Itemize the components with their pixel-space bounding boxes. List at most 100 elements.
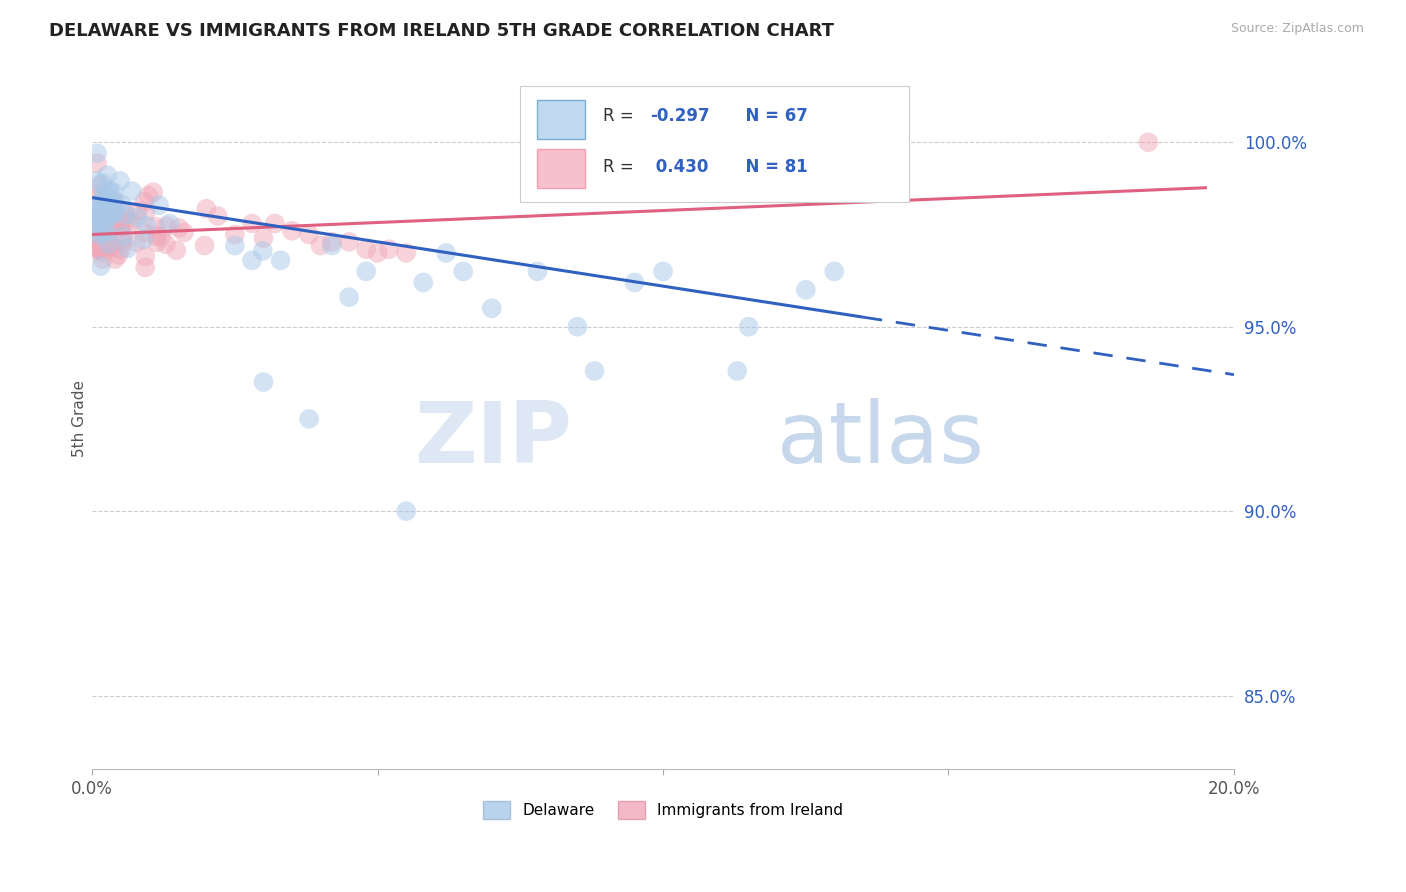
Point: [96, 227, 118, 241]
Point: [120, 214, 142, 228]
Point: [114, 206, 136, 220]
Point: [136, 188, 159, 202]
Point: [583, 364, 606, 378]
Text: N = 67: N = 67: [734, 107, 807, 125]
Point: [395, 504, 418, 518]
Point: [367, 246, 389, 260]
Point: [737, 319, 759, 334]
Point: [252, 231, 274, 245]
Point: [112, 228, 135, 243]
Point: [121, 184, 143, 198]
Point: [100, 197, 122, 211]
Point: [100, 240, 122, 254]
Text: 0.430: 0.430: [651, 158, 709, 177]
Point: [127, 211, 149, 225]
Point: [90, 190, 112, 204]
Point: [354, 242, 377, 256]
Point: [252, 375, 274, 389]
Point: [193, 238, 215, 252]
Point: [86, 201, 108, 215]
Point: [84, 227, 107, 241]
Point: [134, 260, 156, 275]
Point: [97, 187, 120, 202]
Point: [378, 242, 401, 256]
Point: [1137, 136, 1160, 150]
Point: [110, 243, 132, 257]
Point: [481, 301, 503, 316]
Point: [412, 276, 434, 290]
Point: [98, 219, 121, 233]
Point: [145, 235, 167, 250]
Point: [107, 248, 129, 262]
Point: [281, 224, 304, 238]
Point: [104, 208, 127, 222]
Point: [298, 412, 321, 426]
Point: [823, 264, 845, 278]
Point: [84, 225, 107, 239]
Point: [134, 250, 156, 264]
Point: [101, 240, 124, 254]
Point: [96, 210, 118, 224]
Point: [451, 264, 474, 278]
Point: [91, 234, 114, 248]
Point: [321, 235, 343, 249]
Point: [127, 204, 149, 219]
Point: [91, 252, 114, 266]
Y-axis label: 5th Grade: 5th Grade: [72, 380, 87, 458]
Point: [125, 235, 148, 249]
Point: [91, 222, 114, 236]
Point: [103, 202, 125, 217]
Point: [91, 176, 114, 190]
Legend: Delaware, Immigrants from Ireland: Delaware, Immigrants from Ireland: [477, 795, 849, 825]
Point: [263, 216, 285, 230]
Point: [110, 220, 132, 235]
Text: R =: R =: [603, 107, 638, 125]
Point: [94, 218, 117, 232]
Point: [298, 227, 321, 242]
Point: [89, 186, 111, 201]
Point: [224, 238, 246, 252]
Point: [84, 207, 107, 221]
Point: [91, 190, 114, 204]
Point: [89, 197, 111, 211]
Point: [94, 227, 117, 242]
Point: [107, 214, 129, 228]
Point: [434, 246, 457, 260]
Point: [97, 203, 120, 218]
Point: [207, 209, 229, 223]
Point: [112, 212, 135, 227]
Point: [84, 174, 107, 188]
Point: [104, 214, 127, 228]
Point: [93, 187, 115, 202]
Point: [309, 238, 332, 252]
Point: [794, 283, 817, 297]
Point: [132, 233, 155, 247]
Point: [108, 174, 131, 188]
Point: [87, 225, 110, 239]
Point: [89, 202, 111, 217]
Point: [134, 194, 156, 209]
Point: [87, 238, 110, 252]
Point: [725, 364, 748, 378]
Point: [252, 244, 274, 258]
Point: [104, 252, 127, 266]
Point: [89, 241, 111, 255]
Point: [526, 264, 548, 278]
Point: [91, 207, 114, 221]
Point: [132, 225, 155, 239]
Text: DELAWARE VS IMMIGRANTS FROM IRELAND 5TH GRADE CORRELATION CHART: DELAWARE VS IMMIGRANTS FROM IRELAND 5TH …: [49, 22, 834, 40]
Point: [93, 225, 115, 239]
Point: [87, 209, 110, 223]
Point: [87, 241, 110, 255]
Point: [173, 226, 195, 240]
Point: [87, 222, 110, 236]
Point: [321, 238, 343, 252]
Point: [117, 213, 139, 227]
Point: [167, 220, 190, 235]
Point: [93, 235, 115, 249]
Point: [117, 241, 139, 255]
Point: [93, 215, 115, 229]
Point: [103, 206, 125, 220]
Point: [114, 208, 136, 222]
Point: [90, 208, 112, 222]
